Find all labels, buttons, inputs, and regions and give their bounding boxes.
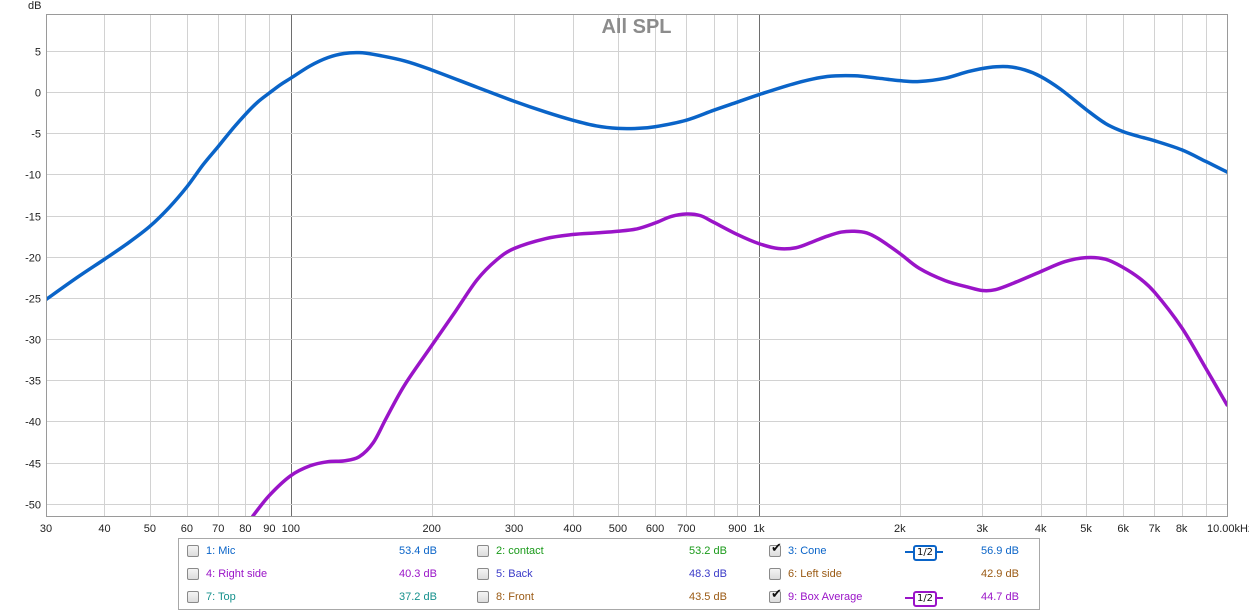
x-tick-label: 80 (239, 523, 251, 535)
legend-value: 42.9 dB (981, 568, 1019, 580)
legend: 1: Mic 53.4 dB 2: contact 53.2 dB ✔ 3: Cone 1/… (178, 538, 1040, 610)
y-tick-label: -35 (25, 376, 41, 388)
y-tick-label: -30 (25, 335, 41, 347)
x-tick-label: 400 (563, 523, 581, 535)
y-tick-label: -5 (31, 129, 41, 141)
legend-label[interactable]: 2: contact (496, 545, 544, 557)
x-tick-label: 10.00kHz (1207, 523, 1249, 535)
y-tick-label: -15 (25, 212, 41, 224)
x-tick-label: 7k (1149, 523, 1161, 535)
x-tick-label: 90 (263, 523, 275, 535)
legend-entry: 8: Front 43.5 dB (477, 590, 762, 608)
x-tick-label: 100 (282, 523, 300, 535)
x-tick-label: 8k (1176, 523, 1188, 535)
legend-value: 40.3 dB (399, 568, 437, 580)
x-tick-label: 500 (609, 523, 627, 535)
x-tick-label: 1k (753, 523, 765, 535)
legend-label[interactable]: 9: Box Average (788, 591, 863, 603)
x-tick-label: 900 (728, 523, 746, 535)
x-tick-label: 30 (40, 523, 52, 535)
legend-label[interactable]: 3: Cone (788, 545, 827, 557)
legend-entry: 2: contact 53.2 dB (477, 544, 762, 562)
legend-label[interactable]: 6: Left side (788, 568, 842, 580)
grid (46, 14, 1227, 516)
legend-checkbox[interactable]: ✔ (769, 587, 782, 603)
y-tick-label: -40 (25, 417, 41, 429)
x-tick-label: 3k (976, 523, 988, 535)
checkmark-icon: ✔ (771, 587, 782, 602)
legend-label[interactable]: 5: Back (496, 568, 533, 580)
legend-label[interactable]: 8: Front (496, 591, 534, 603)
x-tick-label: 60 (181, 523, 193, 535)
x-tick-label: 4k (1035, 523, 1047, 535)
legend-entry: ✔ 9: Box Average 1/2 44.7 dB (769, 587, 1054, 608)
y-axis-unit: dB (28, 0, 41, 12)
x-tick-label: 300 (505, 523, 523, 535)
smoothing-indicator[interactable]: 1/2 (905, 544, 943, 561)
legend-checkbox[interactable] (477, 568, 489, 580)
smoothing-label: 1/2 (913, 545, 937, 561)
plot-frame (46, 14, 1228, 517)
chart: 50-5-10-15-20-25-30-35-40-45-50 30 40 50 60… (25, 0, 1249, 535)
legend-entry: 4: Right side 40.3 dB (187, 567, 472, 585)
chart-title: All SPL (601, 16, 671, 38)
legend-value: 48.3 dB (689, 568, 727, 580)
legend-checkbox[interactable] (769, 568, 781, 580)
legend-checkbox[interactable] (187, 568, 199, 580)
smoothing-label: 1/2 (913, 591, 937, 607)
y-tick-label: -20 (25, 253, 41, 265)
legend-entry: 7: Top 37.2 dB (187, 590, 472, 608)
y-tick-label: -50 (25, 500, 41, 512)
legend-label[interactable]: 4: Right side (206, 568, 268, 580)
legend-checkbox[interactable] (187, 545, 199, 557)
x-tick-label: 70 (212, 523, 224, 535)
legend-label[interactable]: 7: Top (206, 591, 236, 603)
y-tick-label: -25 (25, 294, 41, 306)
x-tick-label: 700 (677, 523, 695, 535)
y-tick-label: -10 (25, 170, 41, 182)
legend-entry: 5: Back 48.3 dB (477, 567, 762, 585)
y-tick-label: -45 (25, 459, 41, 471)
x-tick-label: 6k (1117, 523, 1129, 535)
legend-checkbox[interactable]: ✔ (769, 541, 782, 557)
x-tick-label: 200 (423, 523, 441, 535)
smoothing-indicator[interactable]: 1/2 (905, 590, 943, 607)
x-tick-label: 50 (144, 523, 156, 535)
legend-entry: 1: Mic 53.4 dB (187, 544, 472, 562)
series-line-1 (46, 50, 1227, 302)
legend-checkbox[interactable] (477, 591, 489, 603)
legend-value: 53.4 dB (399, 545, 437, 557)
y-tick-label: 0 (35, 88, 41, 100)
x-tick-label: 2k (894, 523, 906, 535)
legend-value: 43.5 dB (689, 591, 727, 603)
legend-checkbox[interactable] (477, 545, 489, 557)
series-line-2 (251, 212, 1227, 516)
plot-series (46, 50, 1227, 516)
y-tick-label: 5 (35, 47, 41, 59)
x-tick-label: 40 (98, 523, 110, 535)
legend-value: 53.2 dB (689, 545, 727, 557)
checkmark-icon: ✔ (771, 541, 782, 556)
legend-checkbox[interactable] (187, 591, 199, 603)
legend-label[interactable]: 1: Mic (206, 545, 236, 557)
x-axis: 30 40 50 60 70 80 90 100 200 300 400 500 600 700 900 1k… (40, 523, 1249, 535)
x-tick-label: 600 (646, 523, 664, 535)
x-tick-label: 5k (1080, 523, 1092, 535)
legend-value: 56.9 dB (981, 545, 1019, 557)
legend-entry: ✔ 3: Cone 1/2 56.9 dB (769, 541, 1054, 562)
y-axis: 5 0 -5 -10 -15 -20 -25 -30 -35 -40 -45 -50 (25, 47, 41, 512)
legend-value: 37.2 dB (399, 591, 437, 603)
legend-entry: 6: Left side 42.9 dB (769, 567, 1054, 585)
legend-value: 44.7 dB (981, 591, 1019, 603)
